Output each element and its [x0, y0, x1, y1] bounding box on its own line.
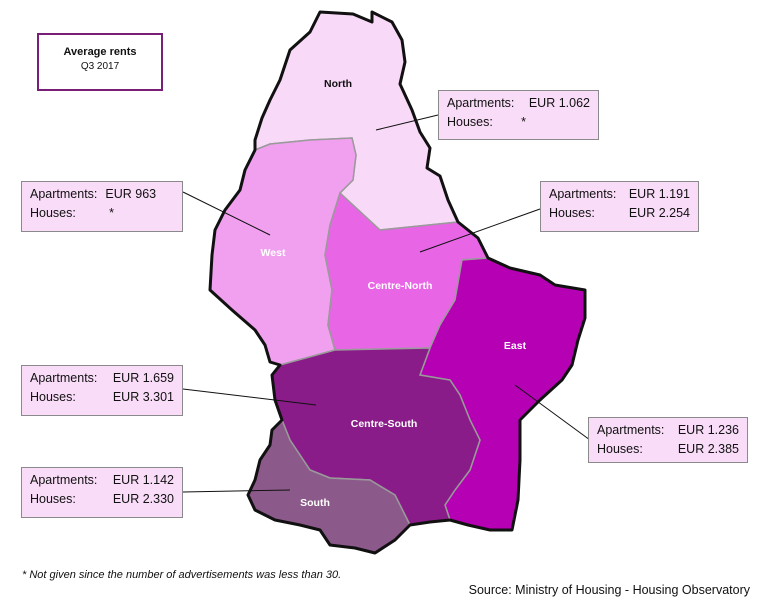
apartments-value: EUR 1.062: [528, 96, 590, 110]
legend-title-box: Average rents Q3 2017: [37, 33, 163, 91]
apartments-label: Apartments:: [30, 371, 98, 385]
leader-line-north: [375, 114, 439, 131]
houses-value: *: [521, 115, 526, 129]
houses-label: Houses:: [597, 442, 643, 456]
leader-line-centre-south: [182, 388, 317, 406]
houses-value: *: [109, 206, 114, 220]
label-north: North: [324, 78, 352, 90]
apartments-label: Apartments:: [549, 187, 617, 201]
country-outline: [208, 10, 587, 555]
apartments-value: EUR 963: [105, 187, 157, 201]
leader-line-centre-north: [419, 208, 541, 253]
apartments-label: Apartments:: [597, 423, 665, 437]
apartments-label: Apartments:: [30, 187, 98, 201]
apartments-label: Apartments:: [30, 473, 98, 487]
info-box-west: Apartments: EUR 963 Houses: *: [21, 181, 183, 232]
houses-label: Houses:: [30, 206, 76, 220]
apartments-value: EUR 1.142: [112, 473, 174, 487]
label-west: West: [261, 247, 286, 259]
info-box-centre-south: Apartments: EUR 1.659 Houses: EUR 3.301: [21, 365, 183, 416]
houses-label: Houses:: [30, 390, 76, 404]
info-box-east: Apartments: EUR 1.236 Houses: EUR 2.385: [588, 417, 748, 463]
leader-line-west: [182, 191, 271, 236]
houses-label: Houses:: [549, 206, 595, 220]
info-box-centre-north: Apartments: EUR 1.191 Houses: EUR 2.254: [540, 181, 699, 232]
apartments-value: EUR 1.236: [677, 423, 739, 437]
houses-label: Houses:: [30, 492, 76, 506]
leader-line-south: [182, 489, 291, 493]
apartments-label: Apartments:: [447, 96, 515, 110]
source-note: Source: Ministry of Housing - Housing Ob…: [468, 583, 750, 597]
houses-value: EUR 3.301: [112, 390, 174, 404]
label-east: East: [504, 340, 527, 352]
footnote: * Not given since the number of advertis…: [22, 569, 342, 581]
map-title: Average rents: [63, 46, 137, 58]
label-centre-south: Centre-South: [351, 418, 418, 430]
houses-value: EUR 2.330: [112, 492, 174, 506]
info-box-north: Apartments: EUR 1.062 Houses: *: [438, 90, 599, 140]
leader-line-east: [514, 384, 591, 441]
map-subtitle: Q3 2017: [80, 61, 120, 72]
label-south: South: [300, 497, 330, 509]
houses-value: EUR 2.385: [677, 442, 739, 456]
houses-label: Houses:: [447, 115, 493, 129]
apartments-value: EUR 1.659: [112, 371, 174, 385]
apartments-value: EUR 1.191: [628, 187, 690, 201]
info-box-south: Apartments: EUR 1.142 Houses: EUR 2.330: [21, 467, 183, 518]
label-centre-north: Centre-North: [368, 280, 433, 292]
houses-value: EUR 2.254: [628, 206, 690, 220]
